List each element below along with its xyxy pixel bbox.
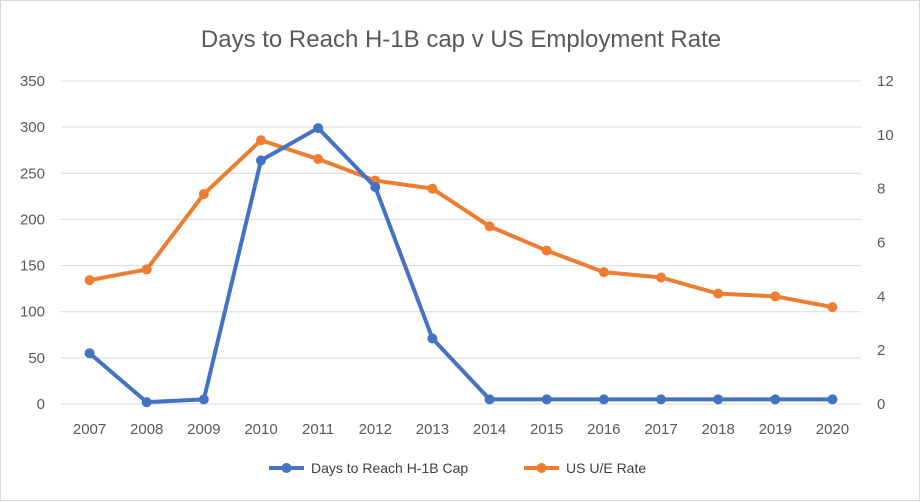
series-0 — [84, 123, 838, 408]
x-tick-label: 2013 — [416, 421, 449, 438]
series-line — [87, 138, 835, 310]
x-tick-label: 2017 — [644, 421, 677, 438]
data-point — [427, 183, 438, 194]
data-point — [656, 394, 666, 405]
x-tick-label: 2010 — [244, 421, 277, 438]
x-tick-label: 2019 — [759, 421, 792, 438]
right-tick-label: 4 — [877, 288, 885, 305]
left-tick-label: 0 — [37, 396, 45, 413]
right-tick-label: 12 — [877, 73, 894, 90]
right-tick-label: 8 — [877, 181, 885, 198]
data-point — [256, 135, 266, 146]
data-point — [370, 182, 381, 193]
data-point — [770, 394, 781, 405]
data-point — [827, 394, 838, 405]
left-tick-label: 350 — [20, 73, 45, 90]
x-tick-label: 2020 — [816, 421, 849, 438]
gridlines — [61, 80, 861, 405]
data-point — [141, 264, 152, 275]
right-tick-label: 10 — [877, 127, 894, 144]
left-tick-label: 200 — [20, 211, 45, 228]
x-tick-label: 2007 — [73, 421, 106, 438]
data-point — [484, 221, 495, 232]
data-point — [313, 154, 324, 165]
data-point — [656, 272, 666, 283]
left-tick-label: 100 — [20, 304, 45, 321]
x-tick-label: 2014 — [473, 421, 506, 438]
data-point — [541, 394, 552, 405]
legend-label: US U/E Rate — [566, 460, 646, 476]
data-point — [427, 333, 438, 344]
data-point — [598, 267, 609, 278]
right-tick-label: 6 — [877, 235, 885, 252]
series-line — [87, 126, 835, 405]
series-layer — [84, 123, 838, 408]
x-tick-label: 2018 — [701, 421, 734, 438]
data-point — [484, 394, 495, 405]
data-point — [713, 394, 724, 405]
legend-item: Days to Reach H-1B Cap — [269, 460, 468, 476]
left-axis-ticks: 0 50 100 150 200 250 300 350 — [20, 73, 45, 413]
data-point — [827, 302, 838, 313]
right-axis-ticks: 0 2 4 6 8 10 12 — [877, 73, 894, 413]
x-tick-label: 2012 — [359, 421, 392, 438]
x-tick-label: 2009 — [187, 421, 220, 438]
legend-swatch-marker — [281, 463, 292, 473]
series-1 — [84, 135, 838, 313]
data-point — [198, 394, 209, 405]
legend-swatch-marker — [536, 463, 547, 473]
x-tick-label: 2011 — [302, 421, 334, 438]
right-tick-label: 2 — [877, 342, 885, 359]
x-tick-label: 2016 — [587, 421, 620, 438]
left-tick-label: 300 — [20, 119, 45, 136]
legend-item: US U/E Rate — [524, 460, 646, 476]
left-tick-label: 150 — [20, 258, 45, 275]
data-point — [198, 189, 209, 200]
data-point — [256, 155, 266, 166]
left-tick-label: 250 — [20, 165, 45, 182]
data-point — [541, 245, 552, 256]
legend-label: Days to Reach H-1B Cap — [311, 460, 468, 476]
data-point — [770, 291, 781, 302]
right-tick-label: 0 — [877, 396, 885, 413]
data-point — [713, 288, 724, 299]
x-axis-ticks: 2007 2008 2009 2010 2011 2012 2013 2014 2015 2016… — [73, 421, 849, 438]
data-point — [141, 397, 152, 408]
chart-title: Days to Reach H-1B cap v US Employment R… — [201, 26, 721, 53]
data-point — [598, 394, 609, 405]
data-point — [84, 275, 95, 286]
data-point — [313, 123, 324, 134]
x-tick-label: 2015 — [530, 421, 563, 438]
legend: Days to Reach H-1B Cap US U/E Rate — [269, 460, 646, 476]
data-point — [84, 348, 95, 359]
x-tick-label: 2008 — [130, 421, 163, 438]
left-tick-label: 50 — [28, 350, 45, 367]
